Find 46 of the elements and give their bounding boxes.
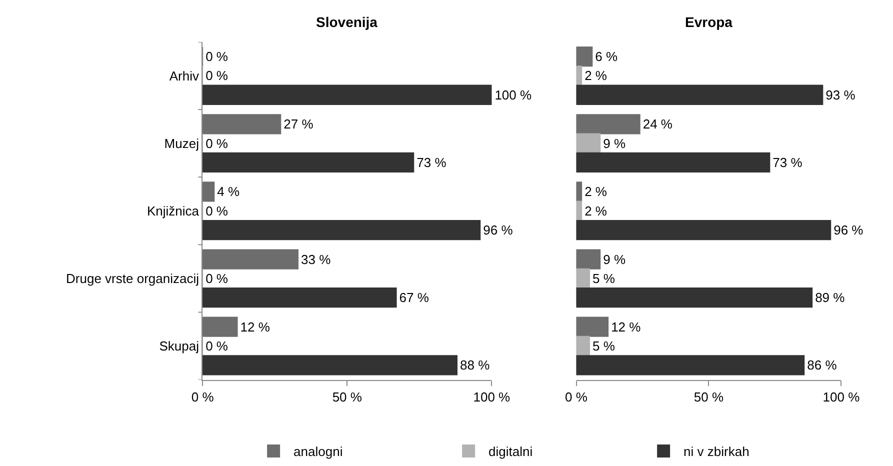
y-tick-label: Knjižnica	[146, 203, 200, 218]
data-label: 5 %	[592, 338, 616, 354]
data-label: 89 %	[815, 290, 846, 306]
data-label: 86 %	[807, 358, 838, 373]
data-label: 27 %	[284, 116, 314, 132]
x-tick-label: 0 %	[191, 389, 214, 404]
data-label: 24 %	[642, 116, 673, 132]
data-label: 67 %	[399, 290, 430, 306]
legend-label: ni v zbirkah	[684, 444, 750, 460]
y-tick-label: Arhiv	[169, 68, 200, 84]
legend-label: analogni	[294, 444, 343, 460]
data-label: 6 %	[595, 49, 618, 64]
data-label: 2 %	[584, 203, 608, 218]
y-tick-label: Skupaj	[159, 338, 200, 354]
data-label: 0 %	[206, 338, 228, 354]
data-label: 0 %	[206, 270, 228, 286]
data-label: 0 %	[206, 203, 228, 218]
data-label: 12 %	[611, 319, 642, 334]
data-label: 9 %	[603, 252, 626, 267]
legend-label: digitalni	[488, 444, 533, 460]
data-label: 9 %	[603, 136, 626, 151]
data-label: 96 %	[483, 222, 514, 238]
data-label: 0 %	[206, 68, 228, 84]
data-label: 93 %	[826, 87, 856, 102]
x-tick-label: 50 %	[694, 389, 724, 404]
chart-title: Slovenija	[316, 14, 378, 30]
data-label: 2 %	[584, 68, 608, 84]
data-label: 100 %	[494, 87, 532, 102]
data-label: 4 %	[217, 184, 240, 200]
x-tick-label: 100 %	[822, 389, 860, 404]
data-label: 0 %	[206, 136, 228, 151]
y-tick-label: Druge vrste organizacij	[66, 270, 200, 286]
data-label: 88 %	[460, 358, 490, 373]
chart-title: Evropa	[685, 14, 733, 30]
data-label: 73 %	[772, 154, 803, 170]
y-tick-label: Muzej	[164, 136, 200, 151]
data-label: 73 %	[416, 154, 447, 170]
data-label: 0 %	[206, 49, 228, 64]
data-label: 12 %	[240, 319, 270, 334]
data-label: 33 %	[300, 252, 332, 267]
data-label: 2 %	[584, 184, 608, 200]
x-tick-label: 100 %	[473, 389, 511, 404]
data-label: 96 %	[834, 222, 864, 238]
data-label: 5 %	[592, 270, 616, 286]
x-tick-label: 0 %	[565, 389, 588, 404]
x-tick-label: 50 %	[332, 389, 362, 404]
